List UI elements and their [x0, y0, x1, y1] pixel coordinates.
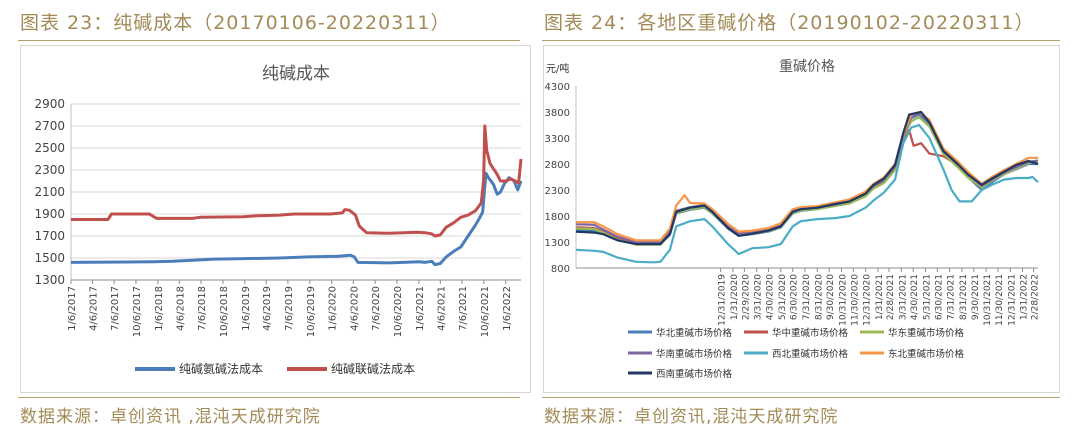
y-tick-label: 4300	[545, 82, 570, 93]
x-tick-label: 11/30/2020	[850, 274, 860, 326]
y-tick-label: 2300	[545, 186, 570, 197]
x-tick-label: 7/31/2020	[802, 274, 812, 320]
y-tick-label: 2100	[34, 185, 65, 199]
x-tick-label: 1/6/2018	[154, 286, 165, 331]
chart-title: 重碱价格	[779, 59, 835, 75]
chart-panel-soda-cost: 纯碱成本 1300 1500 1700 1900 2100 2300 2500 2700 2900…	[20, 45, 531, 393]
x-tick-label: 7/6/2021	[458, 286, 469, 331]
y-tick-label: 1300	[545, 238, 570, 249]
y-tick-label: 1700	[34, 229, 65, 243]
caption-rule-left	[18, 40, 520, 41]
x-tick-label: 1/6/2017	[67, 286, 78, 331]
x-tick-label: 6/30/2020	[790, 274, 800, 320]
chart-soda-cost: 纯碱成本 1300 1500 1700 1900 2100 2300 2500 2700 2900…	[34, 64, 523, 376]
x-tick-label: 4/30/2020	[766, 274, 776, 320]
legend-label: 华东重碱市场价格	[888, 327, 965, 339]
x-tick-label: 10/6/2018	[219, 286, 230, 337]
x-tick-label: 6/30/2021	[934, 274, 944, 320]
x-tick-label: 10/6/2021	[480, 286, 491, 337]
x-tick-label: 7/31/2021	[947, 274, 957, 320]
legend-label: 华北重碱市场价格	[656, 327, 733, 339]
caption-rule-right	[542, 40, 1060, 41]
x-tick-label: 4/6/2018	[175, 286, 186, 331]
y-tick-label: 1900	[34, 207, 65, 221]
x-tick-label: 12/31/2021	[1007, 274, 1017, 326]
x-tick-label: 8/31/2021	[959, 274, 969, 320]
x-tick-label: 7/6/2017	[110, 286, 121, 331]
x-tick-label: 10/6/2019	[306, 286, 317, 337]
x-tick-label: 1/31/2020	[730, 274, 740, 320]
x-tick-label: 9/30/2020	[826, 274, 836, 320]
x-tick-label: 7/6/2019	[284, 286, 295, 331]
series-line-2	[575, 129, 1039, 244]
x-tick-label: 1/6/2019	[241, 286, 252, 331]
legend-label: 华中重碱市场价格	[772, 327, 849, 339]
y-tick-label: 1800	[545, 212, 570, 223]
source-note-23: 数据来源：卓创资讯 ,混沌天成研究院	[20, 407, 321, 427]
legend-label: 东北重碱市场价格	[888, 348, 965, 360]
x-tick-label: 10/31/2020	[838, 274, 848, 326]
x-tick-label: 10/6/2020	[393, 286, 404, 337]
x-tick-label: 11/30/2021	[995, 274, 1005, 326]
source-note-24: 数据来源：卓创资讯,混沌天成研究院	[544, 407, 839, 427]
x-tick-label: 4/30/2021	[910, 274, 920, 320]
figure-caption-24: 图表 24：各地区重碱价格（20190102-20220311）	[544, 12, 1035, 34]
x-tick-label: 2/28/2022	[1031, 274, 1041, 320]
legend-label: 华南重碱市场价格	[656, 348, 733, 360]
x-tick-label: 10/31/2021	[983, 274, 993, 326]
series-line-5	[575, 123, 1039, 264]
x-tick-label: 9/30/2021	[971, 274, 981, 320]
x-tick-label: 12/31/2019	[718, 274, 728, 326]
x-tick-label: 7/6/2020	[371, 286, 382, 331]
chart-heavy-soda-price: 重碱价格 元/吨 800 1300 1800 2300 2800 3300 3800 4300 12…	[545, 59, 1041, 380]
y-tick-label: 2700	[34, 119, 65, 133]
x-tick-label: 10/6/2017	[132, 286, 143, 337]
x-tick-label: 3/31/2020	[754, 274, 764, 320]
y-tick-label: 1500	[34, 251, 65, 265]
y-axis-unit-label: 元/吨	[546, 62, 569, 75]
x-tick-label: 3/31/2021	[898, 274, 908, 320]
x-tick-label: 4/6/2021	[436, 286, 447, 331]
legend-label: 纯碱氨碱法成本	[179, 362, 263, 376]
y-tick-label: 2900	[34, 97, 65, 111]
y-tick-label: 3300	[545, 134, 570, 145]
chart-panel-heavy-soda-price: 重碱价格 元/吨 800 1300 1800 2300 2800 3300 3800 4300 12…	[543, 45, 1060, 393]
legend-label: 西北重碱市场价格	[772, 348, 849, 360]
series-line-6	[576, 110, 1038, 242]
x-tick-label: 1/31/2022	[1020, 274, 1030, 320]
y-tick-label: 2500	[34, 141, 65, 155]
x-tick-label: 7/6/2018	[197, 286, 208, 331]
y-tick-label: 1300	[34, 273, 65, 287]
x-tick-label: 1/6/2022	[502, 286, 513, 331]
y-tick-label: 800	[551, 264, 570, 275]
x-tick-label: 8/31/2020	[814, 274, 824, 320]
y-tick-label: 2800	[545, 160, 570, 171]
figure-caption-23: 图表 23：纯碱成本（20170106-20220311）	[20, 12, 451, 34]
series-line-2	[71, 124, 523, 238]
y-tick-label: 3800	[545, 108, 570, 119]
series-line-1	[70, 171, 523, 267]
x-tick-label: 2/29/2020	[741, 274, 751, 320]
y-tick-label: 2300	[34, 163, 65, 177]
x-tick-label: 4/6/2020	[349, 286, 360, 331]
legend-label: 西南重碱市场价格	[656, 368, 733, 380]
x-tick-label: 12/31/2020	[863, 274, 873, 326]
source-rule-right	[542, 397, 1060, 398]
x-tick-label: 1/6/2020	[328, 286, 339, 331]
x-tick-label: 2/28/2021	[886, 274, 896, 320]
series-line-7	[575, 110, 1039, 246]
x-tick-label: 1/6/2021	[415, 286, 426, 331]
series-line-3	[575, 116, 1039, 246]
source-rule-left	[18, 397, 520, 398]
x-tick-label: 4/6/2019	[262, 286, 273, 331]
chart-title: 纯碱成本	[262, 64, 330, 84]
legend-label: 纯碱联碱法成本	[331, 362, 415, 376]
x-tick-label: 5/31/2021	[922, 274, 932, 320]
x-tick-label: 4/6/2017	[88, 286, 99, 331]
x-tick-label: 5/31/2020	[778, 274, 788, 320]
x-tick-label: 1/31/2021	[875, 274, 885, 320]
